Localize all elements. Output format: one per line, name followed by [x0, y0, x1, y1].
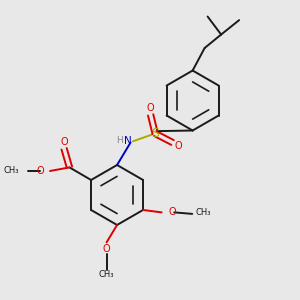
- Text: O: O: [37, 166, 45, 176]
- Text: O: O: [168, 207, 176, 218]
- Text: H: H: [116, 136, 122, 145]
- Text: O: O: [146, 103, 154, 113]
- Text: O: O: [174, 140, 182, 151]
- Text: N: N: [124, 136, 131, 146]
- Text: CH₃: CH₃: [4, 167, 19, 176]
- Text: CH₃: CH₃: [99, 270, 114, 279]
- Text: O: O: [103, 244, 110, 254]
- Text: O: O: [60, 137, 68, 147]
- Text: CH₃: CH₃: [196, 208, 211, 217]
- Text: S: S: [151, 127, 159, 140]
